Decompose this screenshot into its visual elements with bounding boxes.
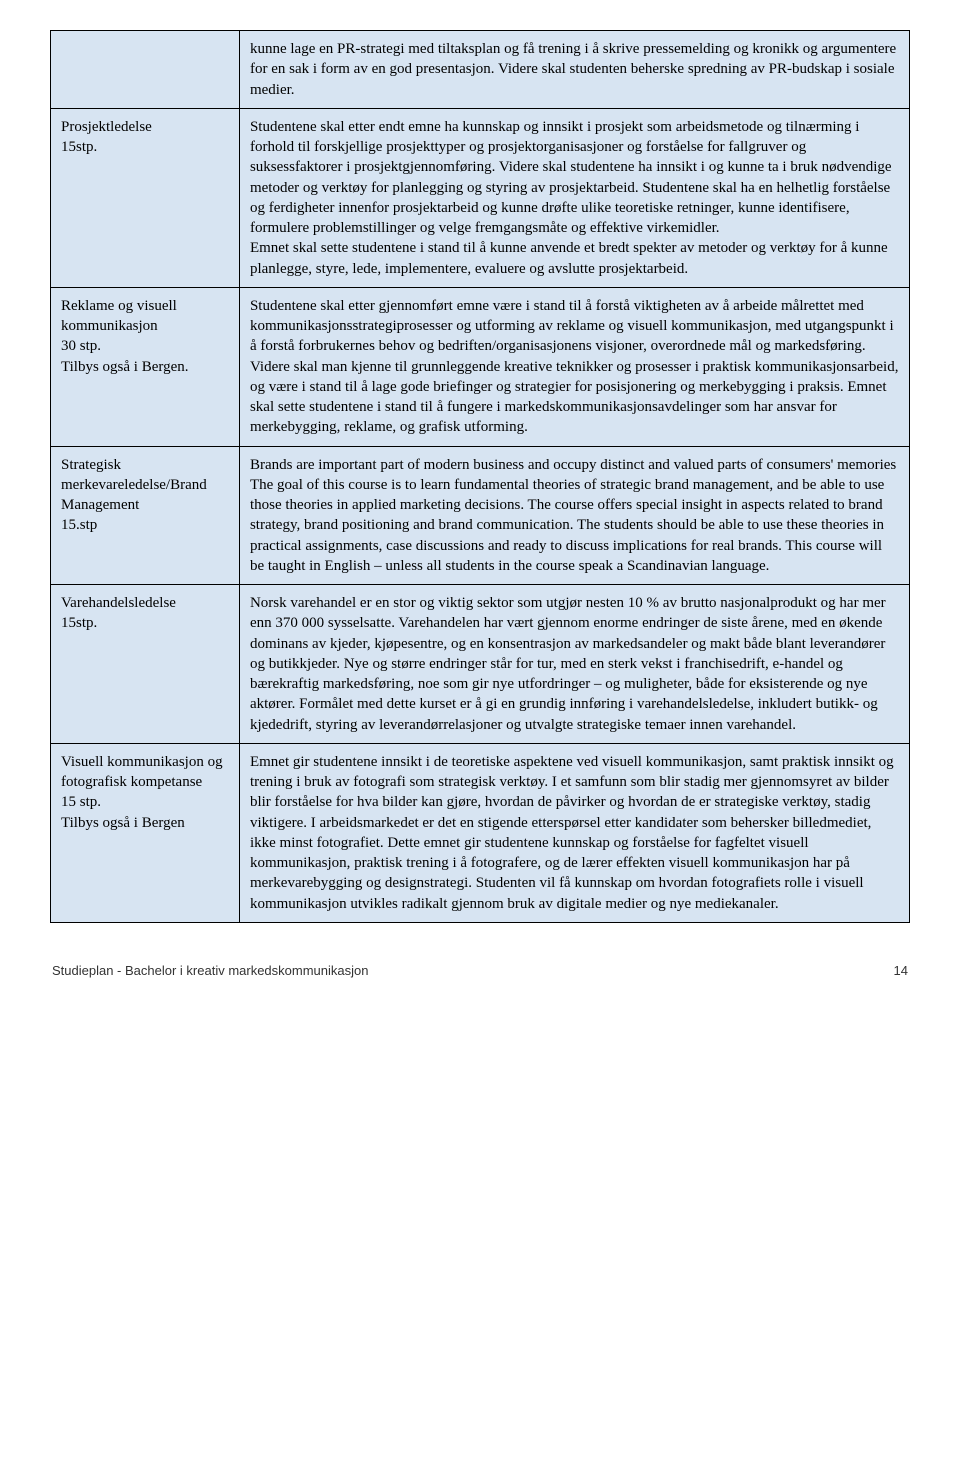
- course-label-cell: [51, 31, 240, 109]
- course-label-line: Visuell kommunikasjon og fotografisk kom…: [61, 752, 229, 793]
- course-description-text: Emnet skal sette studentene i stand til …: [250, 238, 899, 279]
- table-row: Varehandelsledelse 15stp.Norsk varehande…: [51, 585, 910, 744]
- course-label-line: Reklame og visuell kommunikasjon: [61, 296, 229, 337]
- course-label-line: Prosjektledelse: [61, 117, 229, 137]
- course-description-text: Brands are important part of modern busi…: [250, 455, 899, 577]
- course-label-line: 15 stp.: [61, 792, 229, 812]
- course-label-line: Tilbys også i Bergen: [61, 813, 229, 833]
- course-label-line: Strategisk merkevareledelse/Brand Manage…: [61, 455, 229, 516]
- table-row: Visuell kommunikasjon og fotografisk kom…: [51, 743, 910, 922]
- course-description-text: Norsk varehandel er en stor og viktig se…: [250, 593, 899, 735]
- course-label-cell: Varehandelsledelse 15stp.: [51, 585, 240, 744]
- course-label-line: 15stp.: [61, 137, 229, 157]
- table-row: Reklame og visuell kommunikasjon30 stp.T…: [51, 287, 910, 446]
- footer-page-number: 14: [894, 963, 908, 978]
- footer-text: Studieplan - Bachelor i kreativ markedsk…: [52, 963, 368, 978]
- table-row: kunne lage en PR-strategi med tiltakspla…: [51, 31, 910, 109]
- course-description-cell: Brands are important part of modern busi…: [239, 446, 909, 585]
- course-description-cell: Norsk varehandel er en stor og viktig se…: [239, 585, 909, 744]
- course-description-text: Studentene skal etter gjennomført emne v…: [250, 296, 899, 438]
- course-label-line: 15.stp: [61, 515, 229, 535]
- course-table: kunne lage en PR-strategi med tiltakspla…: [50, 30, 910, 923]
- course-description-cell: Emnet gir studentene innsikt i de teoret…: [239, 743, 909, 922]
- course-label-line: 30 stp.: [61, 336, 229, 356]
- course-label-line: Tilbys også i Bergen.: [61, 357, 229, 377]
- course-description-cell: Studentene skal etter gjennomført emne v…: [239, 287, 909, 446]
- table-row: Strategisk merkevareledelse/Brand Manage…: [51, 446, 910, 585]
- table-row: Prosjektledelse15stp.Studentene skal ett…: [51, 108, 910, 287]
- course-label-cell: Strategisk merkevareledelse/Brand Manage…: [51, 446, 240, 585]
- course-description-cell: Studentene skal etter endt emne ha kunns…: [239, 108, 909, 287]
- course-description-text: kunne lage en PR-strategi med tiltakspla…: [250, 39, 899, 100]
- course-label-cell: Visuell kommunikasjon og fotografisk kom…: [51, 743, 240, 922]
- course-description-text: Emnet gir studentene innsikt i de teoret…: [250, 752, 899, 914]
- course-label-line: Varehandelsledelse: [61, 593, 229, 613]
- course-label-cell: Prosjektledelse15stp.: [51, 108, 240, 287]
- course-description-text: Studentene skal etter endt emne ha kunns…: [250, 117, 899, 239]
- course-label-line: 15stp.: [61, 613, 229, 633]
- course-label-cell: Reklame og visuell kommunikasjon30 stp.T…: [51, 287, 240, 446]
- course-description-cell: kunne lage en PR-strategi med tiltakspla…: [239, 31, 909, 109]
- page-footer: Studieplan - Bachelor i kreativ markedsk…: [50, 963, 910, 978]
- course-table-body: kunne lage en PR-strategi med tiltakspla…: [51, 31, 910, 923]
